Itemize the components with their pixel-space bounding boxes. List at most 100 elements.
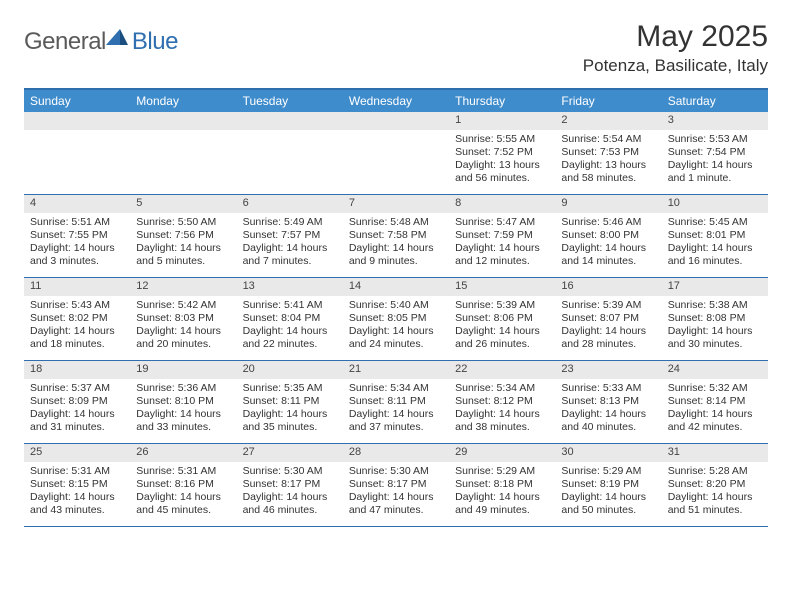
- day-cell: 14Sunrise: 5:40 AMSunset: 8:05 PMDayligh…: [343, 278, 449, 360]
- daylight-text: Daylight: 14 hours and 33 minutes.: [136, 408, 230, 434]
- logo: General Blue: [24, 28, 178, 56]
- sunrise-text: Sunrise: 5:54 AM: [561, 133, 655, 146]
- weekday-header: Monday: [130, 90, 236, 112]
- day-number: 30: [555, 444, 661, 462]
- sunset-text: Sunset: 8:01 PM: [668, 229, 762, 242]
- day-details: Sunrise: 5:30 AMSunset: 8:17 PMDaylight:…: [237, 462, 343, 522]
- daylight-text: Daylight: 14 hours and 7 minutes.: [243, 242, 337, 268]
- day-number: 12: [130, 278, 236, 296]
- day-number: 20: [237, 361, 343, 379]
- day-details: Sunrise: 5:39 AMSunset: 8:06 PMDaylight:…: [449, 296, 555, 356]
- sunrise-text: Sunrise: 5:49 AM: [243, 216, 337, 229]
- day-cell: 18Sunrise: 5:37 AMSunset: 8:09 PMDayligh…: [24, 361, 130, 443]
- daylight-text: Daylight: 14 hours and 5 minutes.: [136, 242, 230, 268]
- day-number: [343, 112, 449, 130]
- sunrise-text: Sunrise: 5:55 AM: [455, 133, 549, 146]
- daylight-text: Daylight: 14 hours and 20 minutes.: [136, 325, 230, 351]
- day-number: 8: [449, 195, 555, 213]
- day-cell: 26Sunrise: 5:31 AMSunset: 8:16 PMDayligh…: [130, 444, 236, 526]
- daylight-text: Daylight: 14 hours and 26 minutes.: [455, 325, 549, 351]
- sunrise-text: Sunrise: 5:48 AM: [349, 216, 443, 229]
- day-details: Sunrise: 5:29 AMSunset: 8:18 PMDaylight:…: [449, 462, 555, 522]
- day-cell: 5Sunrise: 5:50 AMSunset: 7:56 PMDaylight…: [130, 195, 236, 277]
- day-cell: 15Sunrise: 5:39 AMSunset: 8:06 PMDayligh…: [449, 278, 555, 360]
- sunset-text: Sunset: 8:14 PM: [668, 395, 762, 408]
- sunset-text: Sunset: 8:09 PM: [30, 395, 124, 408]
- day-number: 10: [662, 195, 768, 213]
- sunset-text: Sunset: 8:06 PM: [455, 312, 549, 325]
- logo-text-general: General: [24, 28, 106, 56]
- sunset-text: Sunset: 8:12 PM: [455, 395, 549, 408]
- day-details: Sunrise: 5:47 AMSunset: 7:59 PMDaylight:…: [449, 213, 555, 273]
- day-number: 29: [449, 444, 555, 462]
- day-number: 13: [237, 278, 343, 296]
- weeks-container: 1Sunrise: 5:55 AMSunset: 7:52 PMDaylight…: [24, 112, 768, 527]
- daylight-text: Daylight: 14 hours and 45 minutes.: [136, 491, 230, 517]
- sunrise-text: Sunrise: 5:29 AM: [455, 465, 549, 478]
- sunrise-text: Sunrise: 5:29 AM: [561, 465, 655, 478]
- sunrise-text: Sunrise: 5:36 AM: [136, 382, 230, 395]
- sunrise-text: Sunrise: 5:34 AM: [349, 382, 443, 395]
- sunrise-text: Sunrise: 5:47 AM: [455, 216, 549, 229]
- sunrise-text: Sunrise: 5:41 AM: [243, 299, 337, 312]
- sunrise-text: Sunrise: 5:34 AM: [455, 382, 549, 395]
- sunset-text: Sunset: 8:15 PM: [30, 478, 124, 491]
- sunset-text: Sunset: 8:05 PM: [349, 312, 443, 325]
- weekday-header: Tuesday: [237, 90, 343, 112]
- week-row: 11Sunrise: 5:43 AMSunset: 8:02 PMDayligh…: [24, 278, 768, 361]
- sunset-text: Sunset: 8:13 PM: [561, 395, 655, 408]
- daylight-text: Daylight: 14 hours and 38 minutes.: [455, 408, 549, 434]
- day-number: 4: [24, 195, 130, 213]
- daylight-text: Daylight: 14 hours and 49 minutes.: [455, 491, 549, 517]
- day-cell: 21Sunrise: 5:34 AMSunset: 8:11 PMDayligh…: [343, 361, 449, 443]
- sunrise-text: Sunrise: 5:39 AM: [455, 299, 549, 312]
- day-details: Sunrise: 5:31 AMSunset: 8:15 PMDaylight:…: [24, 462, 130, 522]
- sunset-text: Sunset: 8:11 PM: [349, 395, 443, 408]
- page-header: General Blue May 2025 Potenza, Basilicat…: [24, 20, 768, 76]
- day-cell: 1 Sunrise: 5:55 AMSunset: 7:52 PMDaylight…: [449, 112, 555, 194]
- day-number: 14: [343, 278, 449, 296]
- daylight-text: Daylight: 14 hours and 46 minutes.: [243, 491, 337, 517]
- day-cell: 17Sunrise: 5:38 AMSunset: 8:08 PMDayligh…: [662, 278, 768, 360]
- day-number: 16: [555, 278, 661, 296]
- daylight-text: Daylight: 14 hours and 31 minutes.: [30, 408, 124, 434]
- sunrise-text: Sunrise: 5:45 AM: [668, 216, 762, 229]
- sunrise-text: Sunrise: 5:35 AM: [243, 382, 337, 395]
- sunrise-text: Sunrise: 5:39 AM: [561, 299, 655, 312]
- sunset-text: Sunset: 8:00 PM: [561, 229, 655, 242]
- sunset-text: Sunset: 8:17 PM: [243, 478, 337, 491]
- day-number: 1: [449, 112, 555, 130]
- day-details: Sunrise: 5:54 AMSunset: 7:53 PMDaylight:…: [555, 130, 661, 190]
- weekday-header: Saturday: [662, 90, 768, 112]
- day-cell: 28Sunrise: 5:30 AMSunset: 8:17 PMDayligh…: [343, 444, 449, 526]
- day-details: Sunrise: 5:45 AMSunset: 8:01 PMDaylight:…: [662, 213, 768, 273]
- sunset-text: Sunset: 8:10 PM: [136, 395, 230, 408]
- sunset-text: Sunset: 8:20 PM: [668, 478, 762, 491]
- day-details: Sunrise: 5:49 AMSunset: 7:57 PMDaylight:…: [237, 213, 343, 273]
- sunset-text: Sunset: 7:52 PM: [455, 146, 549, 159]
- weekday-header-row: Sunday Monday Tuesday Wednesday Thursday…: [24, 90, 768, 112]
- sunrise-text: Sunrise: 5:37 AM: [30, 382, 124, 395]
- daylight-text: Daylight: 14 hours and 16 minutes.: [668, 242, 762, 268]
- day-number: 15: [449, 278, 555, 296]
- day-cell: [24, 112, 130, 194]
- daylight-text: Daylight: 14 hours and 24 minutes.: [349, 325, 443, 351]
- title-block: May 2025 Potenza, Basilicate, Italy: [583, 20, 768, 76]
- day-cell: 30Sunrise: 5:29 AMSunset: 8:19 PMDayligh…: [555, 444, 661, 526]
- sunset-text: Sunset: 8:03 PM: [136, 312, 230, 325]
- sunset-text: Sunset: 8:17 PM: [349, 478, 443, 491]
- month-title: May 2025: [583, 20, 768, 54]
- day-details: Sunrise: 5:50 AMSunset: 7:56 PMDaylight:…: [130, 213, 236, 273]
- sunset-text: Sunset: 8:04 PM: [243, 312, 337, 325]
- day-number: 19: [130, 361, 236, 379]
- day-number: 5: [130, 195, 236, 213]
- sunrise-text: Sunrise: 5:28 AM: [668, 465, 762, 478]
- sunrise-text: Sunrise: 5:30 AM: [243, 465, 337, 478]
- day-number: 31: [662, 444, 768, 462]
- day-details: Sunrise: 5:46 AMSunset: 8:00 PMDaylight:…: [555, 213, 661, 273]
- day-details: Sunrise: 5:39 AMSunset: 8:07 PMDaylight:…: [555, 296, 661, 356]
- day-details: Sunrise: 5:33 AMSunset: 8:13 PMDaylight:…: [555, 379, 661, 439]
- day-cell: 19 Sunrise: 5:36 AMSunset: 8:10 PMDayligh…: [130, 361, 236, 443]
- daylight-text: Daylight: 13 hours and 56 minutes.: [455, 159, 549, 185]
- sunrise-text: Sunrise: 5:53 AM: [668, 133, 762, 146]
